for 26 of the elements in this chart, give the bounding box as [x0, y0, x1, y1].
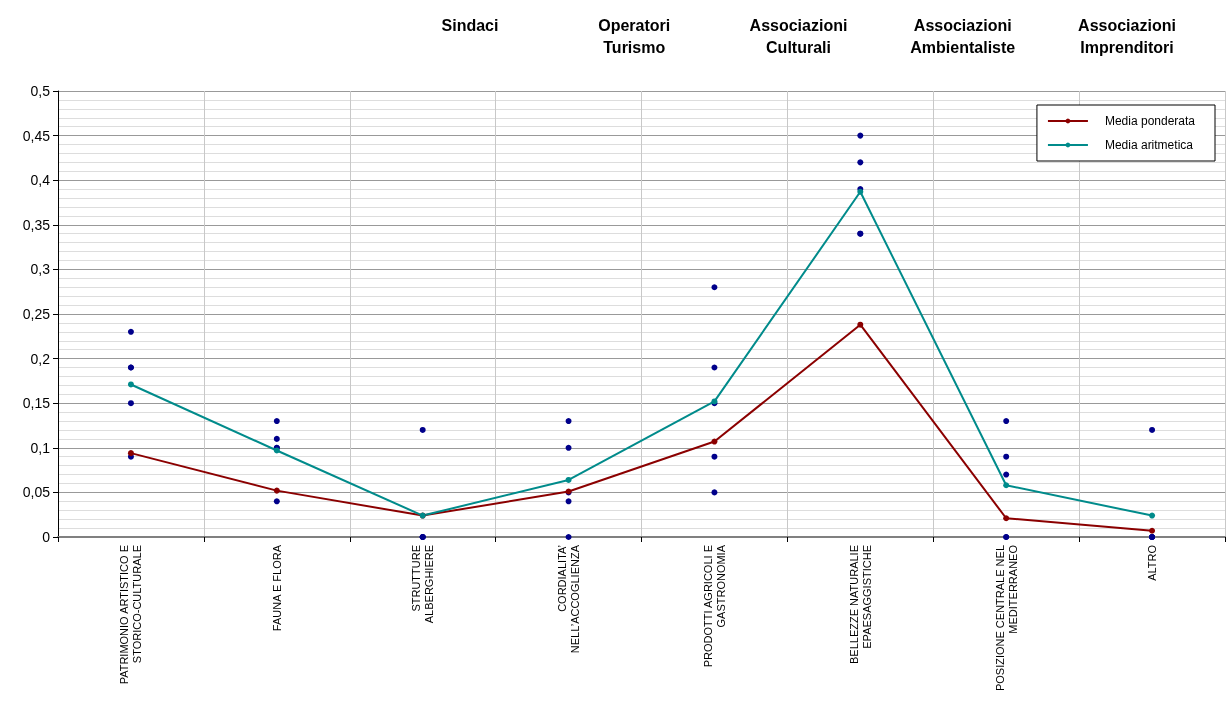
- text: Associazioni Imprenditori: [1078, 16, 1176, 56]
- y-tick-label: 0,1: [30, 439, 51, 456]
- y-tick-label: 0,15: [22, 395, 51, 412]
- y-tick-label: 0,35: [22, 216, 51, 233]
- x-tick-label: CORDIALITA’ NELL’ACCOGLIENZA: [556, 544, 582, 654]
- text: Sindaci: [441, 16, 499, 34]
- text: Associazioni Ambientaliste: [910, 16, 1016, 56]
- y-tick-label: 0,5: [30, 83, 51, 99]
- y-tick-label: 0,45: [22, 127, 51, 144]
- x-tick-label: PRODOTTI AGRICOLI E GASTRONOMIA: [701, 544, 727, 668]
- x-tick-label: BELLEZZE NATURALIE EPAESAGGISTICHE: [847, 545, 873, 664]
- text: Associazioni Culturali: [749, 16, 848, 56]
- y-tick-label: 0,3: [30, 261, 51, 278]
- y-tick-label: 0,25: [22, 306, 51, 322]
- y-tick-label: 0,05: [22, 484, 51, 501]
- legend-label: Media aritmetica: [1104, 138, 1194, 152]
- x-tick-label: PATRIMONIO ARTISTICO E STORICO-CULTURALE: [118, 545, 144, 685]
- y-tick-label: 0: [42, 529, 51, 545]
- x-tick-label: POSIZIONE CENTRALE NEL MEDITERRANEO: [993, 544, 1019, 692]
- text: Operatori Turismo: [598, 16, 671, 56]
- y-tick-label: 0,2: [30, 350, 51, 367]
- y-tick-label: 0,4: [30, 172, 51, 189]
- x-tick-label: STRUTTURE ALBERGHIERE: [410, 545, 436, 624]
- x-tick-label: ALTRO: [1146, 544, 1159, 581]
- legend-label: Media ponderata: [1104, 114, 1196, 128]
- x-tick-label: FAUNA E FLORA: [270, 544, 283, 632]
